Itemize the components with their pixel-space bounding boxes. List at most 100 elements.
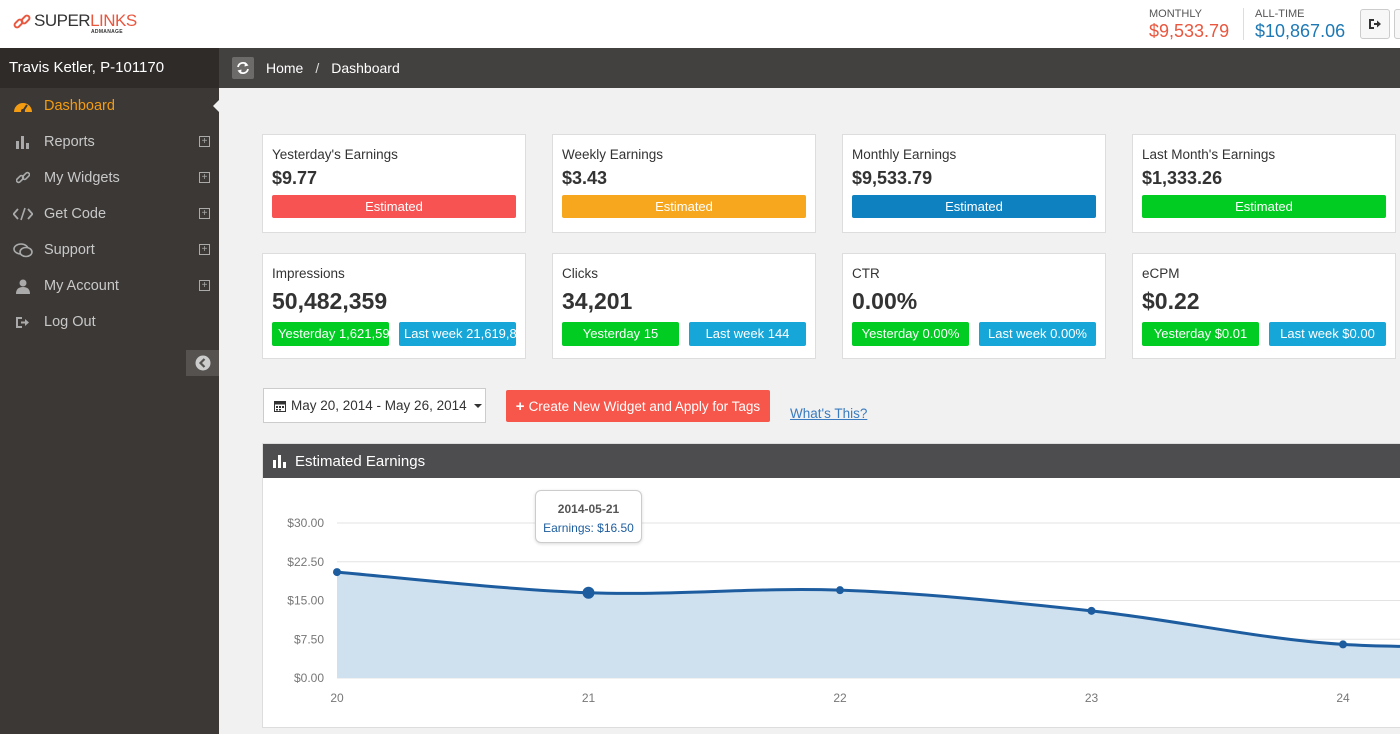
card-value: 50,482,359 xyxy=(272,288,388,314)
calendar-icon xyxy=(274,400,286,412)
weekly-earnings-card: Weekly Earnings $3.43 Estimated xyxy=(552,134,816,233)
sidebar-item-label: My Widgets xyxy=(44,170,120,186)
area-fill xyxy=(337,572,1400,678)
code-icon xyxy=(13,207,33,221)
breadcrumb-home[interactable]: Home xyxy=(266,60,304,76)
sidebar-item-label: Get Code xyxy=(44,206,107,222)
sidebar-item-label: Reports xyxy=(44,134,95,150)
sidebar-item-my-widgets[interactable]: My Widgets + xyxy=(0,160,219,196)
y-tick-label: $0.00 xyxy=(294,671,324,685)
yesterday-pill: Yesterday 1,621,59 xyxy=(272,322,390,346)
expand-icon[interactable]: + xyxy=(199,172,210,183)
card-title: Weekly Earnings xyxy=(562,147,664,162)
logo-text-links: LINKS xyxy=(90,11,137,30)
breadcrumb-separator: / xyxy=(315,60,320,76)
sidebar-item-label: My Account xyxy=(44,278,119,294)
earnings-line xyxy=(336,570,1400,648)
top-bar: SUPERLINKS ADMANAGE MONTHLY $9,533.79 AL… xyxy=(0,0,1400,48)
user-name: Travis Ketler, P-101170 xyxy=(0,48,219,88)
sidebar-item-support[interactable]: Support + xyxy=(0,232,219,268)
card-value: $9,533.79 xyxy=(852,168,933,188)
card-title: Yesterday's Earnings xyxy=(272,147,398,162)
clicks-card: Clicks 34,201 Yesterday 15 Last week 144 xyxy=(552,253,816,359)
estimated-badge: Estimated xyxy=(562,195,806,218)
expand-icon[interactable]: + xyxy=(199,208,210,219)
chart-header: Estimated Earnings xyxy=(263,444,1400,478)
sidebar-item-label: Dashboard xyxy=(44,98,115,114)
date-range-text: May 20, 2014 - May 26, 2014 xyxy=(291,398,467,413)
card-title: Last Month's Earnings xyxy=(1142,147,1276,162)
x-tick-label: 21 xyxy=(582,691,596,705)
expand-icon[interactable]: + xyxy=(199,136,210,147)
refresh-icon xyxy=(237,62,249,74)
logo-subtext: ADMANAGE xyxy=(91,29,123,35)
refresh-button[interactable] xyxy=(232,57,254,79)
sidebar-item-label: Support xyxy=(44,242,95,258)
collapse-sidebar-button[interactable] xyxy=(186,350,219,376)
yesterday-pill: Yesterday $0.01 xyxy=(1142,322,1259,346)
card-title: Impressions xyxy=(272,266,345,281)
yesterday-pill: Yesterday 0.00% xyxy=(852,322,969,346)
stat-divider xyxy=(1243,8,1244,40)
monthly-label: MONTHLY xyxy=(1149,8,1202,20)
breadcrumb-current: Dashboard xyxy=(331,60,400,76)
y-tick-label: $7.50 xyxy=(294,632,324,646)
last-week-pill: Last week 21,619,8 xyxy=(399,322,517,346)
tooltip-date: 2014-05-21 xyxy=(557,502,620,516)
card-title: CTR xyxy=(852,266,880,281)
chat-icon xyxy=(13,242,33,258)
logo-text-super: SUPER xyxy=(34,11,91,30)
data-point xyxy=(333,568,341,577)
earnings-chart-panel: Estimated Earnings $30.00 $22.50 $15.00 $7.… xyxy=(262,443,1400,728)
sidebar-item-reports[interactable]: Reports + xyxy=(0,124,219,160)
sidebar-item-get-code[interactable]: Get Code + xyxy=(0,196,219,232)
monthly-earnings-card: Monthly Earnings $9,533.79 Estimated xyxy=(842,134,1106,233)
y-tick-label: $15.00 xyxy=(287,594,324,608)
bar-chart-icon xyxy=(13,135,33,149)
sidebar-item-log-out[interactable]: Log Out xyxy=(0,304,219,340)
data-point xyxy=(582,586,595,599)
user-icon xyxy=(13,279,33,294)
sidebar-item-dashboard[interactable]: Dashboard xyxy=(0,88,219,124)
sidebar: Travis Ketler, P-101170 Dashboard Report… xyxy=(0,48,219,734)
ecpm-card: eCPM $0.22 Yesterday $0.01 Last week $0.… xyxy=(1132,253,1396,359)
whats-this-link[interactable]: What's This? xyxy=(790,406,868,421)
data-point xyxy=(1339,640,1347,649)
card-value: $9.77 xyxy=(272,168,318,188)
chain-link-icon xyxy=(13,14,31,29)
date-range-picker[interactable]: May 20, 2014 - May 26, 2014 xyxy=(263,388,486,423)
yesterday-pill: Yesterday 15 xyxy=(562,322,679,346)
sidebar-item-my-account[interactable]: My Account + xyxy=(0,268,219,304)
dashboard-icon xyxy=(13,99,33,113)
earnings-chart[interactable]: $30.00 $22.50 $15.00 $7.50 $0.00 20 21 22 23 24 xyxy=(263,478,1400,728)
x-tick-label: 23 xyxy=(1085,691,1099,705)
data-point xyxy=(836,586,844,595)
x-tick-label: 20 xyxy=(330,691,344,705)
logout-icon xyxy=(13,316,33,329)
logout-button[interactable] xyxy=(1360,9,1390,39)
expand-icon[interactable]: + xyxy=(199,244,210,255)
data-point xyxy=(1087,606,1096,615)
card-title: Monthly Earnings xyxy=(852,147,957,162)
chart-title: Estimated Earnings xyxy=(295,452,426,470)
yesterday-earnings-card: Yesterday's Earnings $9.77 Estimated xyxy=(262,134,526,233)
expand-icon[interactable]: + xyxy=(199,280,210,291)
last-week-pill: Last week $0.00 xyxy=(1269,322,1386,346)
menu-button[interactable] xyxy=(1394,9,1400,39)
bar-chart-icon xyxy=(273,454,287,468)
estimated-badge: Estimated xyxy=(1142,195,1386,218)
sign-out-icon xyxy=(1369,19,1381,29)
caret-down-icon xyxy=(473,403,482,408)
alltime-value: $10,867.06 xyxy=(1255,21,1346,41)
create-widget-label: Create New Widget and Apply for Tags xyxy=(528,398,761,414)
alltime-label: ALL-TIME xyxy=(1255,8,1305,20)
x-tick-label: 24 xyxy=(1336,691,1350,705)
arrow-left-circle-icon xyxy=(195,355,210,371)
estimated-badge: Estimated xyxy=(272,195,516,218)
x-tick-label: 22 xyxy=(833,691,847,705)
create-widget-button[interactable]: + Create New Widget and Apply for Tags xyxy=(506,390,770,422)
card-value: $0.22 xyxy=(1142,288,1200,314)
breadcrumb: Home / Dashboard xyxy=(219,48,1400,88)
card-title: eCPM xyxy=(1142,266,1180,281)
logo[interactable]: SUPERLINKS ADMANAGE xyxy=(13,12,137,36)
